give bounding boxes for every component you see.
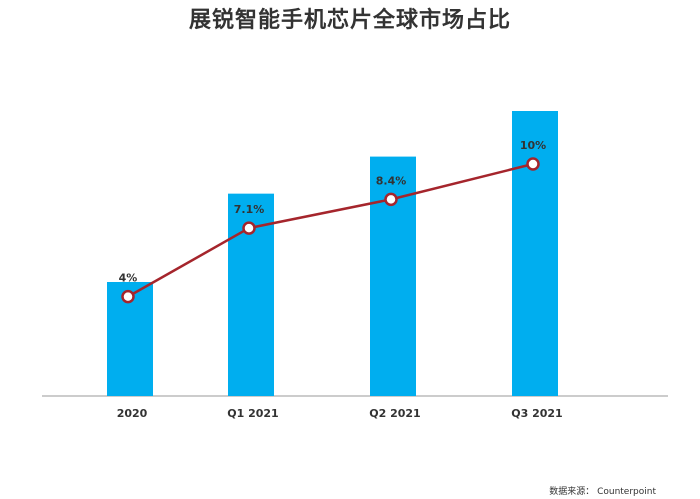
x-tick-label-3: Q3 2021: [511, 407, 562, 420]
data-label-3: 10%: [520, 139, 546, 152]
x-tick-label-2: Q2 2021: [369, 407, 420, 420]
line-marker-3: [526, 157, 540, 171]
line-marker-0: [121, 289, 135, 304]
data-label-2: 8.4%: [376, 174, 407, 187]
bar-2: [370, 156, 416, 396]
source-note: 数据来源： Counterpoint: [549, 487, 656, 497]
chart-title: 展锐智能手机芯片全球市场占比: [188, 8, 511, 33]
data-label-1: 7.1%: [234, 203, 265, 216]
trend-line: [127, 162, 534, 298]
line-marker-2: [384, 192, 398, 207]
data-label-0: 4%: [119, 272, 138, 285]
x-tick-label-0: 2020: [117, 407, 148, 420]
bar-3: [512, 111, 558, 396]
x-tick-label-1: Q1 2021: [227, 407, 278, 420]
line-marker-1: [242, 221, 256, 235]
